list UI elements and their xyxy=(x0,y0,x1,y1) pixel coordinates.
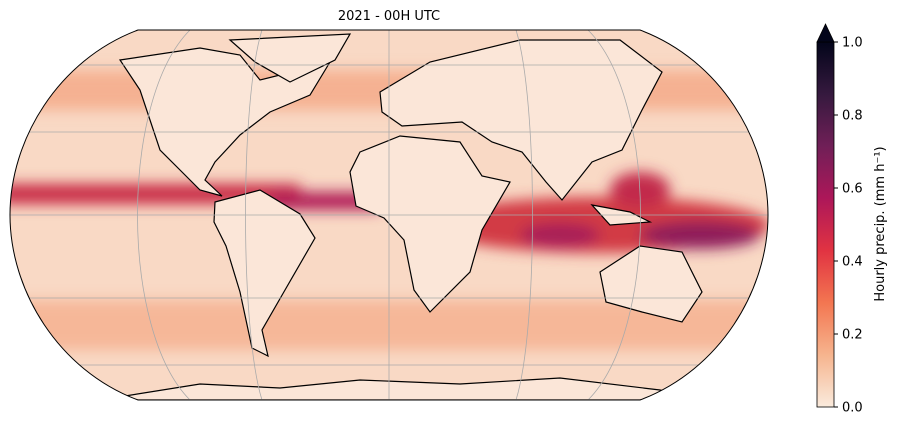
colorbar: 0.0 0.2 0.4 0.6 0.8 1.0 xyxy=(816,23,863,416)
colorbar-tick-label: 0.6 xyxy=(842,182,863,197)
graticule xyxy=(10,30,768,400)
colorbar-body xyxy=(816,41,835,408)
colorbar-tick-label: 0.2 xyxy=(842,328,863,343)
map xyxy=(10,30,768,400)
colorbar-label: Hourly precip. (mm h⁻¹) xyxy=(873,146,888,301)
colorbar-tick-label: 1.0 xyxy=(842,36,863,51)
colorbar-tick-label: 0.4 xyxy=(842,255,863,270)
colorbar-tick-label: 0.0 xyxy=(842,401,863,416)
map-title: 2021 - 00H UTC xyxy=(338,9,440,24)
colorbar-tick-label: 0.8 xyxy=(842,109,863,124)
map-border xyxy=(9,29,769,401)
colorbar-extend xyxy=(816,23,835,43)
